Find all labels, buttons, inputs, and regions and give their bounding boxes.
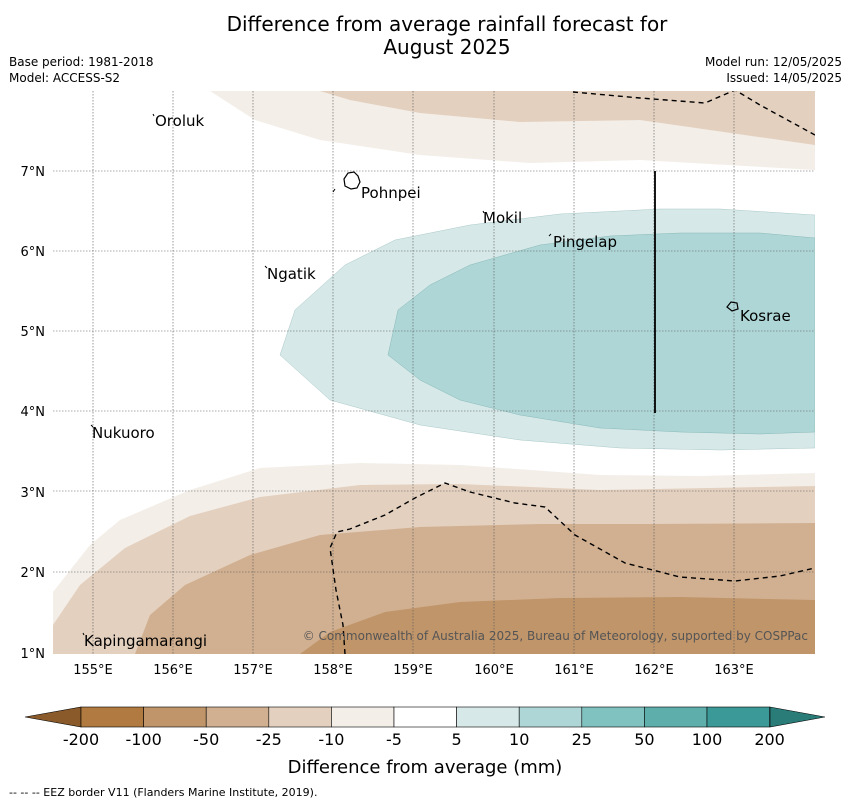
colorbar-tick: -50	[193, 730, 219, 749]
graticule	[53, 91, 815, 654]
pohnpei-islet-icon	[332, 188, 336, 193]
lon-label-156e: 156°E	[153, 663, 193, 678]
kosrae-island-icon	[726, 301, 739, 312]
dry-band-north	[320, 91, 815, 145]
lon-label-163e: 163°E	[714, 663, 754, 678]
colorbar-tick: -200	[63, 730, 99, 749]
model-run: Model run: 12/05/2025	[704, 55, 842, 69]
colorbar-bin	[456, 706, 520, 728]
lon-label-159e: 159°E	[393, 663, 433, 678]
pohnpei-island-icon	[343, 171, 361, 190]
base-period: Base period: 1981-2018	[9, 55, 154, 69]
colorbar-bin	[644, 706, 708, 728]
place-mokil: Mokil	[483, 209, 522, 227]
colorbar-bin	[393, 706, 457, 728]
colorbar-bin	[581, 706, 645, 728]
dry-band-south-4	[300, 597, 815, 654]
colorbar-tick: 10	[509, 730, 529, 749]
lat-label-6n: 6°N	[21, 245, 46, 260]
colorbar-bin	[268, 706, 332, 728]
place-nukuoro: Nukuoro	[92, 424, 155, 442]
colorbar-tick: 5	[452, 730, 462, 749]
atoll-markers	[82, 113, 552, 636]
lat-axis: 7°N 6°N 5°N 4°N 3°N 2°N 1°N	[21, 165, 46, 662]
model-name: Model: ACCESS-S2	[9, 71, 121, 85]
colorbar-bin	[331, 706, 395, 728]
colorbar-bins	[80, 706, 770, 728]
meta-right: Model run: 12/05/2025 Issued: 14/05/2025	[705, 54, 842, 86]
colorbar-bin	[205, 706, 270, 728]
lon-label-157e: 157°E	[233, 663, 273, 678]
colorbar-tick: 200	[754, 730, 785, 749]
title-line-2: August 2025	[383, 35, 511, 59]
lat-label-3n: 3°N	[21, 486, 46, 501]
colorbar-tick: 100	[692, 730, 723, 749]
lon-label-161e: 161°E	[554, 663, 594, 678]
colorbar-tick: 50	[634, 730, 654, 749]
colorbar-tick: -100	[125, 730, 161, 749]
lat-label-4n: 4°N	[21, 405, 46, 420]
colorbar-label: Difference from average (mm)	[288, 757, 563, 778]
colorbar: -200 -100 -50 -25 -10 -5 5 10 25 50 100 …	[24, 706, 826, 778]
rainfall-map: Oroluk Pohnpei Mokil Pingelap Ngatik Kos…	[21, 91, 826, 778]
place-ngatik: Ngatik	[267, 265, 316, 283]
lon-label-155e: 155°E	[73, 663, 113, 678]
colorbar-bin	[706, 706, 770, 728]
colorbar-bin	[80, 706, 144, 728]
place-kapingamarangi: Kapingamarangi	[84, 632, 207, 650]
lat-label-1n: 1°N	[21, 647, 46, 662]
colorbar-high-extension	[769, 706, 826, 728]
copyright-notice: © Commonwealth of Australia 2025, Bureau…	[303, 629, 808, 643]
lat-label-5n: 5°N	[21, 325, 46, 340]
place-pohnpei: Pohnpei	[361, 184, 421, 202]
colorbar-tick: -25	[256, 730, 282, 749]
colorbar-tick: -10	[318, 730, 344, 749]
lat-label-7n: 7°N	[21, 165, 46, 180]
lon-label-162e: 162°E	[634, 663, 674, 678]
wet-region-inner	[387, 232, 815, 435]
meta-left: Base period: 1981-2018 Model: ACCESS-S2	[9, 54, 154, 86]
map-plot-area: Oroluk Pohnpei Mokil Pingelap Ngatik Kos…	[53, 91, 815, 654]
map-title: Difference from average rainfall forecas…	[0, 13, 850, 59]
place-pingelap: Pingelap	[553, 233, 617, 251]
lon-label-158e: 158°E	[313, 663, 353, 678]
issued-date: Issued: 14/05/2025	[726, 71, 842, 85]
colorbar-bin	[143, 706, 207, 728]
title-line-1: Difference from average rainfall forecas…	[226, 12, 668, 36]
colorbar-tick: 25	[572, 730, 592, 749]
lat-label-2n: 2°N	[21, 566, 46, 581]
eez-border	[329, 91, 815, 654]
colorbar-low-extension	[24, 706, 82, 728]
eez-footnote: -- -- -- EEZ border V11 (Flanders Marine…	[9, 786, 318, 799]
colorbar-tick-labels: -200 -100 -50 -25 -10 -5 5 10 25 50 100 …	[63, 730, 785, 749]
lon-axis: 155°E 156°E 157°E 158°E 159°E 160°E 161°…	[73, 663, 754, 678]
lon-label-160e: 160°E	[474, 663, 514, 678]
place-kosrae: Kosrae	[740, 307, 791, 325]
colorbar-bin	[518, 706, 583, 728]
place-oroluk: Oroluk	[155, 112, 204, 130]
colorbar-tick: -5	[386, 730, 402, 749]
